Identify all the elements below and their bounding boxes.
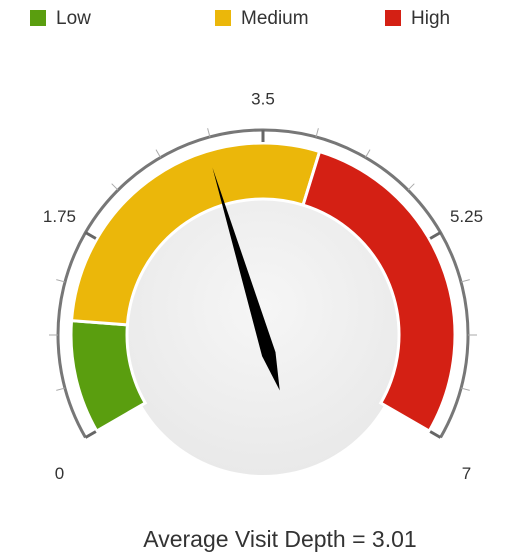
tick-label: 7: [462, 464, 471, 483]
minor-tick: [56, 387, 66, 391]
major-tick: [84, 430, 97, 439]
minor-tick: [315, 128, 319, 138]
legend-label: High: [411, 8, 450, 29]
chart-title: Average Visit Depth = 3.01: [143, 526, 416, 552]
legend-swatch: [215, 10, 231, 26]
minor-tick: [155, 149, 161, 158]
gauge-axis: [56, 128, 470, 439]
tick-label: 1.75: [43, 207, 76, 226]
minor-tick: [56, 279, 66, 283]
gauge-band: [301, 149, 457, 434]
tick-label: 5.25: [450, 207, 483, 226]
minor-tick: [207, 128, 211, 138]
tick-label: 0: [55, 464, 64, 483]
tick-label: 3.5: [251, 89, 275, 108]
legend-label: Medium: [241, 8, 309, 29]
legend-label: Low: [56, 8, 91, 29]
minor-tick: [365, 149, 371, 158]
minor-tick: [407, 183, 415, 191]
major-tick: [429, 430, 442, 439]
minor-tick: [460, 387, 470, 391]
minor-tick: [111, 183, 119, 191]
legend-swatch: [385, 10, 401, 26]
major-tick: [84, 231, 97, 240]
major-tick: [429, 231, 442, 240]
needle: [212, 167, 280, 391]
minor-tick: [460, 279, 470, 283]
legend-swatch: [30, 10, 46, 26]
